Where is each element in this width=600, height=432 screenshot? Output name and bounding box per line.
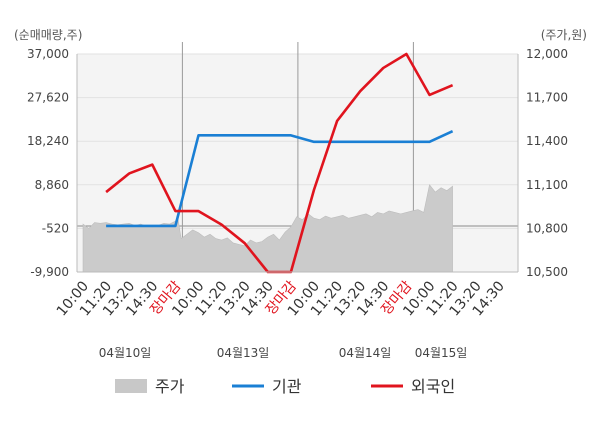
right-axis-tick-label: 10,500	[526, 265, 568, 279]
right-axis-tick-label: 10,800	[526, 221, 568, 235]
legend-swatch-price	[115, 379, 147, 393]
right-axis-unit-label: (주가,원)	[541, 28, 587, 42]
legend-label: 기관	[272, 377, 302, 396]
date-label: 04월14일	[339, 346, 392, 360]
left-axis-tick-label: 37,000	[27, 47, 69, 61]
right-axis-tick-label: 11,400	[526, 134, 568, 148]
left-axis-tick-label: -9,900	[30, 265, 69, 279]
left-axis-unit-label: (순매매량,주)	[14, 28, 82, 42]
legend-label: 주가	[155, 377, 185, 396]
legend-label: 외국인	[411, 377, 455, 396]
left-axis-tick-label: 18,240	[27, 134, 69, 148]
left-axis-tick-label: 8,860	[35, 178, 69, 192]
right-axis-tick-label: 11,100	[526, 178, 568, 192]
right-axis-tick-label: 11,700	[526, 91, 568, 105]
legend: 주가 기관 외국인	[115, 377, 455, 396]
date-label: 04월10일	[99, 346, 152, 360]
date-label: 04월13일	[217, 346, 270, 360]
series-line-institution	[106, 129, 454, 228]
left-axis-tick-label: -520	[42, 221, 69, 235]
left-axis-tick-label: 27,620	[27, 91, 69, 105]
date-label: 04월15일	[415, 346, 468, 360]
plot-area: 37,000 27,620 18,240 8,860 -520 -9,900 12,000 1…	[27, 42, 568, 360]
right-axis-tick-label: 12,000	[526, 47, 568, 61]
